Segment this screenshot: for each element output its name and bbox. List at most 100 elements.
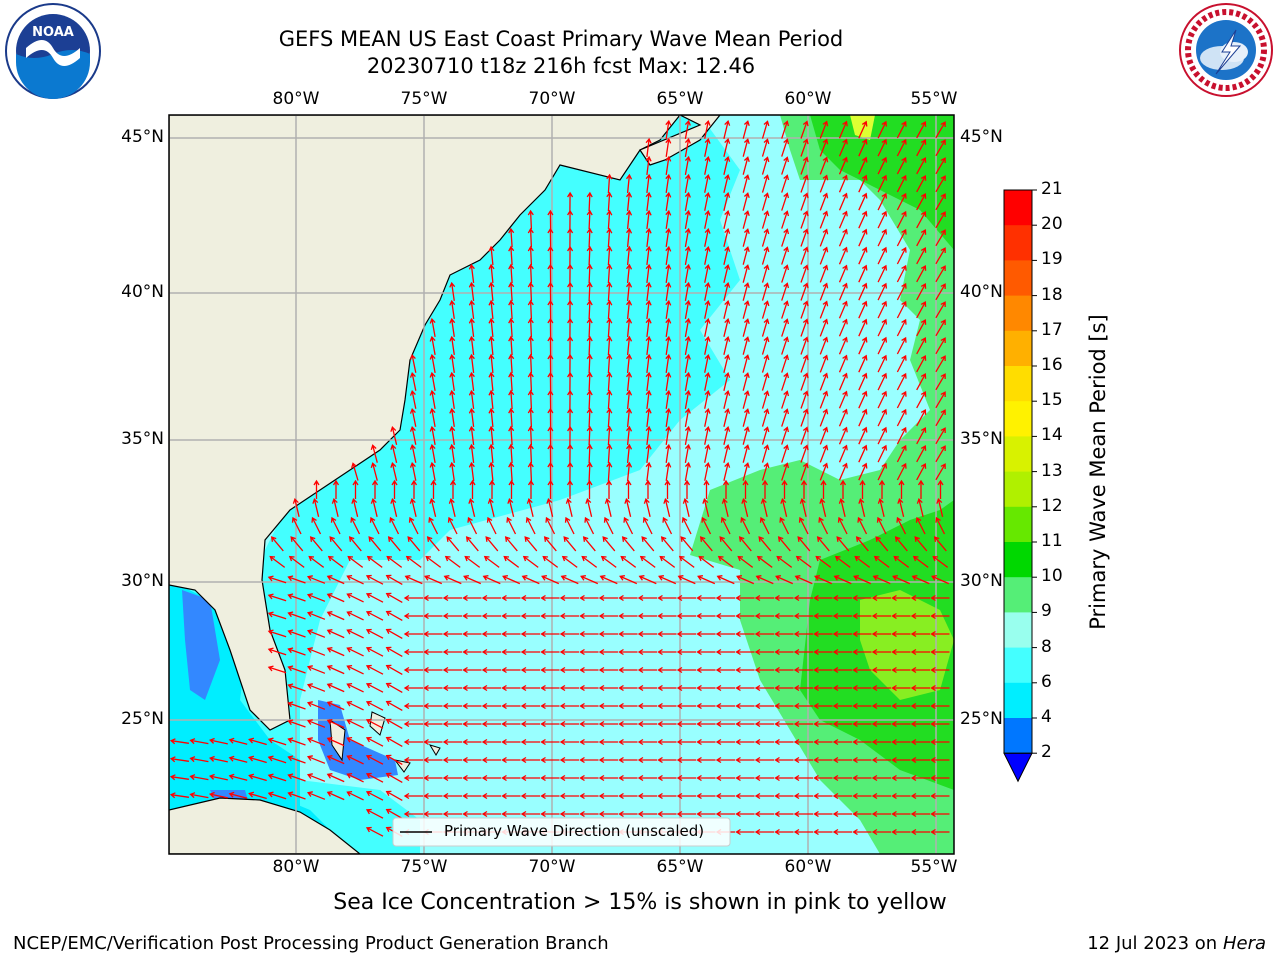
wave-direction-arrow [723,137,731,157]
wave-direction-arrow [606,461,613,482]
wave-direction-arrow [308,555,325,568]
wave-direction-arrow [559,702,579,710]
wave-direction-arrow [761,390,770,409]
wave-direction-arrow [871,738,891,746]
wave-direction-arrow [723,317,731,337]
wave-direction-arrow [698,555,715,568]
wave-direction-arrow [819,138,829,157]
wave-direction-arrow [508,389,515,410]
wave-direction-arrow [567,317,574,338]
wave-direction-arrow [723,299,731,319]
wave-direction-arrow [369,516,380,535]
wave-direction-arrow [930,756,950,764]
colorbar-tick-label: 6 [1041,671,1052,692]
wave-direction-arrow [754,810,774,818]
wave-direction-arrow [813,756,833,764]
wave-direction-arrow [606,371,613,392]
wave-direction-arrow [933,536,947,552]
wave-direction-arrow [774,738,794,746]
wave-direction-arrow [637,810,657,818]
wave-direction-arrow [481,792,501,800]
wave-direction-arrow [637,648,657,656]
wave-direction-arrow [676,630,696,638]
wave-direction-arrow [545,516,556,535]
wave-direction-arrow [871,702,891,710]
wave-direction-arrow [877,444,888,463]
wave-direction-arrow [696,630,716,638]
wave-direction-arrow [723,425,731,445]
wave-direction-arrow [774,756,794,764]
wave-direction-arrow [852,684,872,692]
wave-direction-arrow [819,282,829,301]
wave-direction-arrow [891,630,911,638]
wave-direction-arrow [838,192,848,211]
wave-direction-arrow [637,684,657,692]
wave-direction-arrow [684,119,691,140]
wave-direction-arrow [486,516,497,535]
wave-direction-arrow [423,792,443,800]
wave-direction-arrow [813,594,833,602]
wave-direction-arrow [527,227,534,248]
wave-direction-arrow [838,174,848,193]
wave-direction-arrow [813,810,833,818]
wave-direction-arrow [346,592,364,603]
wave-direction-arrow [819,336,829,355]
footer-host: Hera [1222,933,1266,954]
wave-direction-arrow [832,702,852,710]
wave-direction-arrow [579,792,599,800]
wave-direction-arrow [838,336,848,355]
wave-direction-arrow [896,516,907,535]
wave-direction-arrow [799,497,807,517]
wave-direction-arrow [738,536,752,552]
wave-direction-arrow [832,810,852,818]
wave-direction-arrow [781,264,790,283]
wave-direction-arrow [754,792,774,800]
wave-direction-arrow [858,300,868,319]
wave-direction-arrow [742,228,750,247]
wave-direction-arrow [780,497,788,517]
wave-direction-arrow [567,263,574,284]
wave-direction-arrow [657,720,677,728]
wave-direction-arrow [540,702,560,710]
wave-direction-arrow [488,389,495,410]
wave-direction-arrow [704,282,711,301]
wave-direction-arrow [540,648,560,656]
wave-direction-arrow [832,648,852,656]
wave-direction-arrow [526,497,534,517]
wave-direction-arrow [800,264,809,283]
wave-direction-arrow [606,209,613,230]
wave-direction-arrow [326,593,345,603]
wave-direction-arrow [761,282,770,301]
lat-label-right: 35°N [960,429,1003,449]
wave-direction-arrow [449,407,456,427]
wave-direction-arrow [684,155,691,176]
wave-direction-arrow [819,228,829,247]
wave-direction-arrow [891,738,911,746]
wave-direction-arrow [684,209,691,230]
wave-direction-arrow [813,648,833,656]
wave-direction-arrow [449,443,456,463]
wave-direction-arrow [872,575,891,585]
wave-direction-arrow [645,371,652,391]
colorbar-tick-label: 8 [1041,636,1052,657]
wave-direction-arrow [385,592,403,603]
colorbar-segment [1004,295,1032,332]
wave-direction-arrow [329,536,343,552]
wave-direction-arrow [468,407,475,427]
wave-direction-arrow [449,425,456,445]
wave-direction-arrow [449,461,456,481]
wave-direction-arrow [755,575,774,585]
lon-label-top: 65°W [656,89,704,109]
wave-direction-arrow [469,479,476,499]
wave-direction-arrow [169,774,189,781]
wave-direction-arrow [365,700,384,711]
wave-direction-arrow [877,120,888,139]
wave-direction-arrow [898,479,905,499]
wave-direction-arrow [858,336,868,355]
wave-direction-arrow [637,630,657,638]
wave-direction-arrow [875,536,889,552]
wave-direction-arrow [815,555,832,568]
wave-direction-arrow [468,371,475,391]
wave-direction-arrow [838,264,848,283]
wave-direction-arrow [429,425,436,446]
